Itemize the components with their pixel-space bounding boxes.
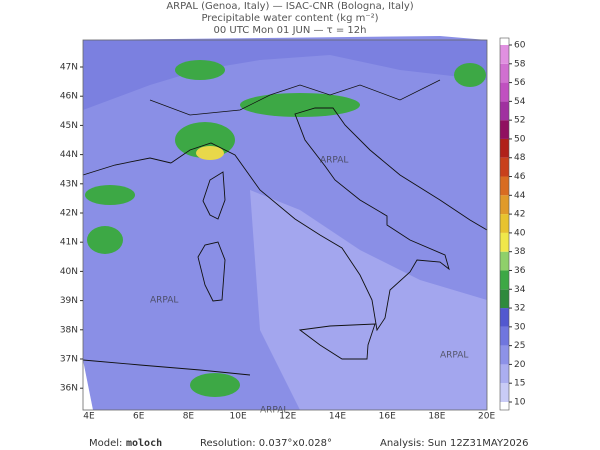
coastline (170, 107, 488, 332)
colorbar-label: 44 (514, 191, 526, 201)
colorbar-segment (500, 345, 509, 365)
lat-label: 37N (60, 355, 78, 365)
colorbar-label: 30 (514, 322, 526, 332)
lat-label: 42N (60, 209, 78, 219)
lon-label: 10E (230, 412, 247, 422)
coastline (197, 241, 226, 302)
colorbar-segment (500, 364, 509, 384)
map (82, 36, 488, 411)
field-zone (190, 373, 240, 397)
lon-label: 8E (183, 412, 195, 422)
coastline (82, 359, 251, 376)
field-zone (250, 190, 487, 410)
lat-label: 40N (60, 267, 78, 277)
field-zone (196, 146, 224, 160)
footer-analysis: Analysis: Sun 12Z31MAY2026 (380, 438, 529, 449)
colorbar-label: 58 (514, 59, 526, 69)
colorbar-label: 60 (514, 41, 526, 51)
colorbar-label: 32 (514, 304, 525, 314)
colorbar-label: 36 (514, 266, 526, 276)
colorbar-segment (500, 138, 509, 158)
colorbar-frame (499, 37, 510, 411)
lat-label: 38N (60, 325, 78, 335)
colorbar-label: 48 (514, 153, 526, 163)
lon-label: 18E (428, 412, 445, 422)
colorbar-segment (500, 308, 509, 327)
footer-label: Model: (89, 438, 122, 449)
colorbar-segment (500, 214, 509, 233)
colorbar-segment (500, 45, 509, 64)
colorbar-segment (500, 251, 509, 271)
coastline (298, 323, 376, 360)
field-zone (85, 185, 135, 205)
colorbar-segment (500, 176, 509, 196)
colorbar-label: 50 (514, 134, 526, 144)
colorbar-segment (500, 120, 509, 139)
colorbar-label: 10 (514, 398, 526, 408)
colorbar-label: 20 (514, 360, 526, 370)
colorbar-label: 52 (514, 116, 525, 126)
colorbar-segment (500, 289, 509, 309)
lon-label: 4E (83, 412, 95, 422)
coastline (82, 157, 172, 176)
colorbar-segment (500, 195, 509, 215)
lat-label: 47N (60, 63, 78, 73)
field-zone (240, 93, 360, 117)
field-zone (454, 63, 486, 87)
colorbar-segment (500, 157, 509, 177)
colorbar-segment (500, 383, 509, 402)
lat-label: 44N (60, 150, 78, 160)
lon-label: 14E (329, 412, 346, 422)
colorbar-label: 38 (514, 247, 526, 257)
colorbar-segment (500, 232, 509, 252)
lat-label: 36N (60, 384, 78, 394)
lon-label: 12E (279, 412, 296, 422)
header-line: 00 UTC Mon 01 JUN — τ = 12h (214, 25, 367, 36)
header-line: Precipitable water content (kg m⁻²) (201, 13, 378, 24)
colorbar-segment (500, 63, 509, 83)
lat-label: 41N (60, 238, 78, 248)
watermark: ARPAL (320, 156, 348, 166)
lat-label: 45N (60, 121, 78, 131)
colorbar-segment (500, 270, 509, 290)
field-zone (83, 40, 487, 110)
lat-label: 46N (60, 92, 78, 102)
colorbar-label: 42 (514, 210, 525, 220)
border (149, 79, 441, 116)
colorbar-label: 34 (514, 285, 526, 295)
footer-model: moloch (126, 438, 162, 449)
coastlines (82, 79, 488, 376)
colorbar-segment (500, 101, 509, 121)
field-zone (175, 60, 225, 80)
footer-resolution: Resolution: 0.037°x0.028° (200, 438, 332, 449)
lon-label: 20E (478, 412, 495, 422)
field-zone (87, 226, 123, 254)
lon-label: 6E (133, 412, 145, 422)
colorbar-label: 40 (514, 228, 526, 238)
colorbar-segment (500, 326, 509, 346)
colorbar-label: 25 (514, 341, 525, 351)
lat-label: 43N (60, 179, 78, 189)
watermark: ARPAL (150, 296, 178, 306)
colorbar-label: 56 (514, 78, 526, 88)
colorbar-label: 46 (514, 172, 526, 182)
lat-label: 39N (60, 296, 78, 306)
colorbar-label: 15 (514, 379, 525, 389)
lon-label: 16E (379, 412, 396, 422)
map-frame (82, 39, 488, 411)
header-line: ARPAL (Genoa, Italy) — ISAC-CNR (Bologna… (166, 1, 413, 12)
watermark: ARPAL (260, 406, 288, 416)
coastline (202, 171, 226, 220)
watermark: ARPAL (440, 351, 468, 361)
colorbar-segment (500, 82, 509, 102)
colorbar-label: 54 (514, 97, 526, 107)
